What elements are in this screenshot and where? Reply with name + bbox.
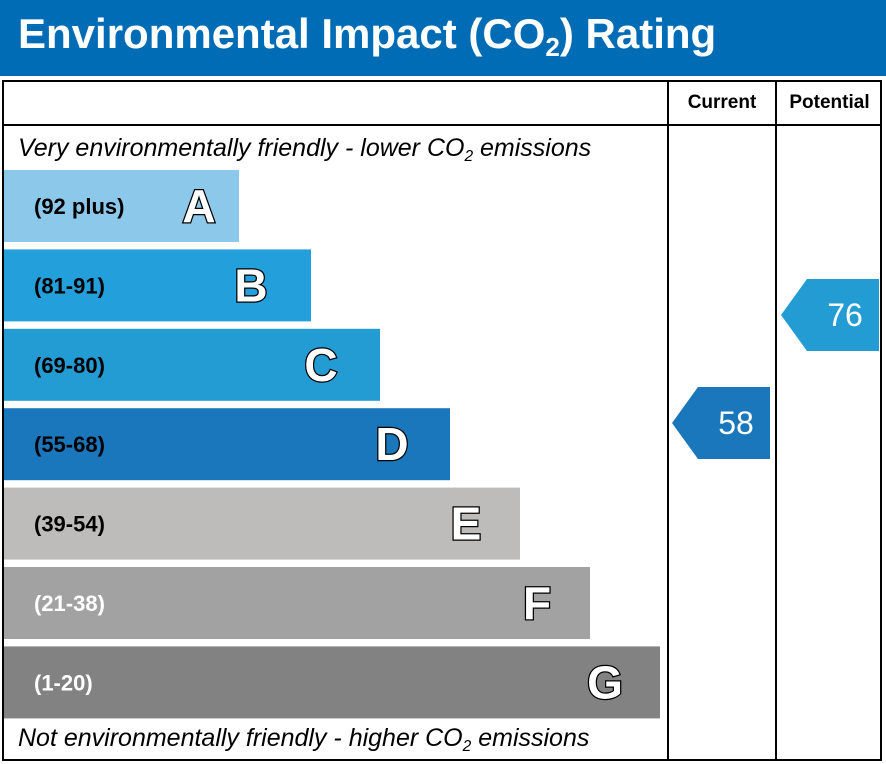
band-letter-d: D — [375, 418, 408, 470]
potential-rating-value: 76 — [827, 297, 863, 333]
column-divider-current — [667, 80, 669, 761]
caption-bottom-subscript: 2 — [462, 737, 472, 755]
title-subscript: 2 — [545, 32, 560, 63]
caption-top: Very environmentally friendly - lower CO… — [18, 134, 592, 165]
band-range-a: (92 plus) — [34, 194, 124, 219]
band-bar-a — [4, 170, 239, 242]
band-range-b: (81-91) — [34, 273, 105, 298]
caption-bottom-text: Not environmentally friendly - higher CO — [18, 724, 463, 752]
potential-rating-arrow — [781, 279, 879, 351]
title-text: Environmental Impact (CO — [18, 10, 546, 57]
band-bar-c — [4, 328, 380, 401]
header-banner: Environmental Impact (CO2) Rating — [0, 0, 886, 76]
caption-top-text-end: emissions — [473, 134, 592, 162]
band-range-c: (69-80) — [34, 353, 105, 378]
band-range-f: (21-38) — [34, 591, 105, 616]
caption-top-text: Very environmentally friendly - lower CO — [18, 134, 465, 162]
title-text-end: ) Rating — [559, 10, 717, 57]
caption-bottom: Not environmentally friendly - higher CO… — [18, 724, 590, 755]
caption-top-subscript: 2 — [464, 147, 474, 165]
band-letter-a: A — [182, 180, 215, 232]
column-header-current: Current — [687, 92, 757, 113]
page-title: Environmental Impact (CO2) Rating — [18, 10, 717, 62]
band-bar-g — [4, 646, 660, 719]
column-divider-potential — [775, 80, 777, 761]
caption-bottom-text-end: emissions — [471, 724, 590, 752]
rating-frame — [2, 80, 882, 761]
band-bar-b — [4, 249, 311, 322]
current-rating-arrow — [672, 387, 770, 459]
column-header-potential: Potential — [789, 92, 870, 113]
band-range-e: (39-54) — [34, 512, 105, 537]
band-letter-g: G — [587, 656, 623, 708]
band-range-g: (1-20) — [34, 670, 93, 695]
band-range-d: (55-68) — [34, 432, 105, 457]
band-bar-d — [4, 408, 450, 481]
band-letter-e: E — [451, 498, 482, 550]
band-letter-f: F — [523, 577, 551, 629]
header-row-divider — [2, 124, 882, 126]
band-letter-c: C — [304, 339, 337, 391]
band-bar-e — [4, 487, 520, 560]
current-rating-value: 58 — [718, 405, 754, 441]
band-bar-f — [4, 567, 590, 639]
band-letter-b: B — [234, 259, 267, 311]
